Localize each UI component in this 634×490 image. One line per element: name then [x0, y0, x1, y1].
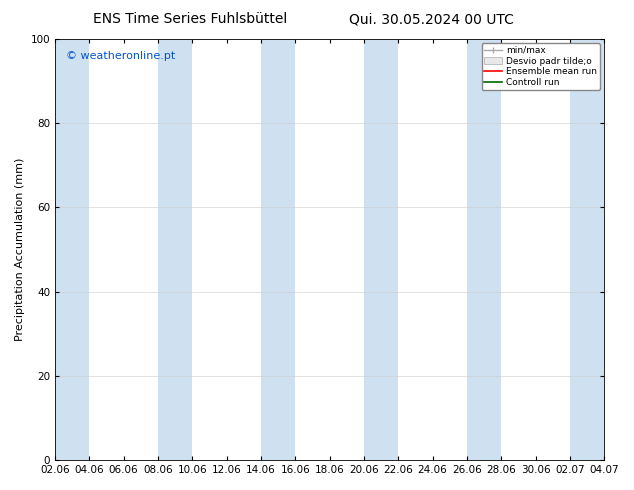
Text: Qui. 30.05.2024 00 UTC: Qui. 30.05.2024 00 UTC — [349, 12, 514, 26]
Text: ENS Time Series Fuhlsbüttel: ENS Time Series Fuhlsbüttel — [93, 12, 287, 26]
Bar — [364, 39, 398, 460]
Bar — [158, 39, 192, 460]
Bar — [261, 39, 295, 460]
Bar — [570, 39, 604, 460]
Bar — [55, 39, 89, 460]
Text: © weatheronline.pt: © weatheronline.pt — [66, 51, 175, 61]
Y-axis label: Precipitation Accumulation (mm): Precipitation Accumulation (mm) — [15, 158, 25, 341]
Legend: min/max, Desvio padr tilde;o, Ensemble mean run, Controll run: min/max, Desvio padr tilde;o, Ensemble m… — [482, 43, 600, 90]
Bar — [467, 39, 501, 460]
